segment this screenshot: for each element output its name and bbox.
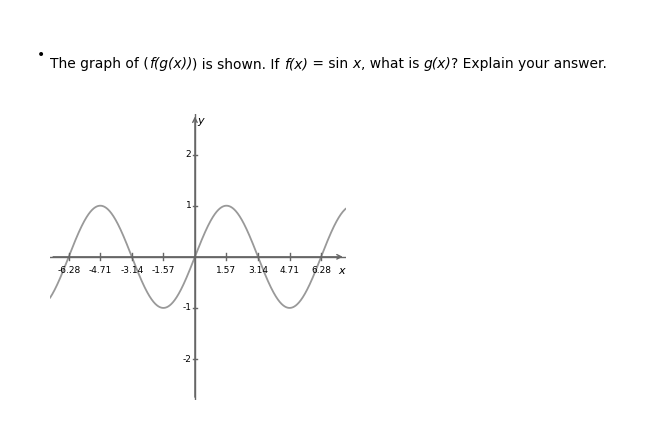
Text: g(x): g(x) (423, 57, 452, 71)
Text: -1: -1 (183, 304, 191, 312)
Text: 2: 2 (186, 150, 191, 159)
Text: -4.71: -4.71 (89, 266, 112, 275)
Text: 4.71: 4.71 (280, 266, 299, 275)
Text: f(g(x)): f(g(x)) (149, 57, 193, 71)
Text: ? Explain your answer.: ? Explain your answer. (452, 57, 607, 71)
Text: -2: -2 (183, 354, 191, 364)
Text: y: y (197, 116, 204, 126)
Text: ) is shown. If: ) is shown. If (193, 57, 285, 71)
Text: •: • (37, 48, 45, 62)
Text: f(x): f(x) (285, 57, 308, 71)
Text: -3.14: -3.14 (120, 266, 144, 275)
Text: , what is: , what is (361, 57, 423, 71)
Text: 1: 1 (186, 201, 191, 210)
Text: 6.28: 6.28 (311, 266, 331, 275)
Text: = sin: = sin (308, 57, 352, 71)
Text: 3.14: 3.14 (248, 266, 268, 275)
Text: The graph of (: The graph of ( (50, 57, 149, 71)
Text: x: x (338, 266, 345, 276)
Text: -1.57: -1.57 (152, 266, 175, 275)
Text: x: x (352, 57, 361, 71)
Text: 1.57: 1.57 (217, 266, 236, 275)
Text: -6.28: -6.28 (57, 266, 81, 275)
